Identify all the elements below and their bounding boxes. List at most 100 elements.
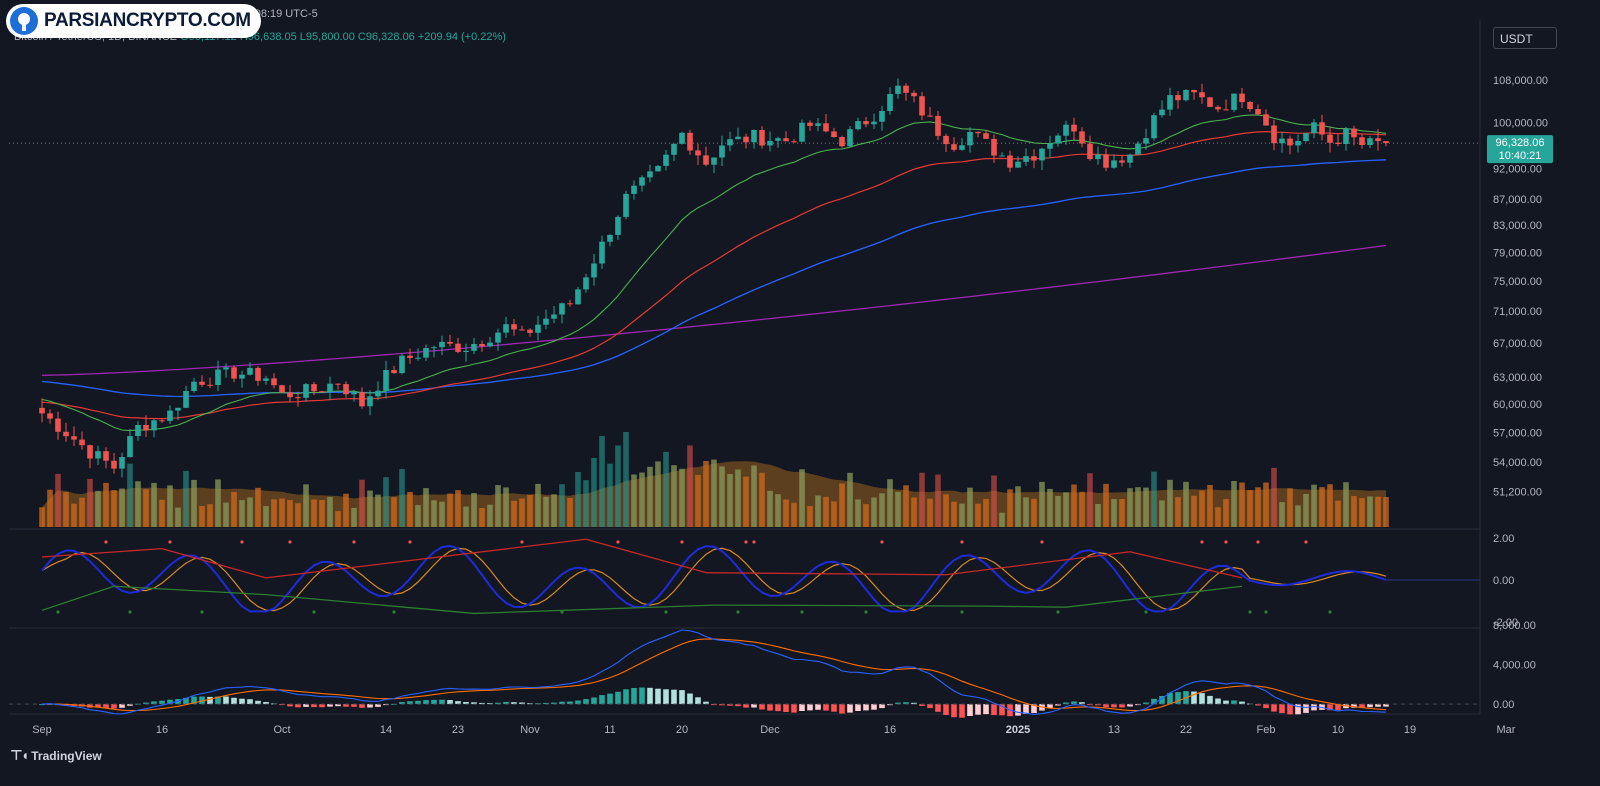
macd-histogram-bar (719, 704, 725, 706)
currency-selector[interactable]: USDT (1493, 27, 1557, 49)
volume-bar (559, 484, 565, 527)
candle-body (383, 370, 389, 391)
macd-histogram-bar (711, 704, 717, 706)
bullish-divergence-line (113, 585, 267, 596)
current-price-tag (1487, 135, 1553, 164)
candle-body (879, 111, 885, 122)
candle-body (463, 350, 469, 352)
volume-bar (95, 490, 101, 527)
macd-histogram-bar (343, 704, 349, 707)
time-tick-label: Sep (32, 724, 52, 736)
macd-histogram-bar (1095, 704, 1101, 706)
bearish-divergence-line (161, 548, 267, 579)
tradingview-brand[interactable]: ⊤◖ TradingView (10, 747, 102, 764)
macd-histogram-bar (335, 704, 341, 707)
price-tick-label: 75,000.00 (1493, 276, 1542, 288)
macd-histogram-bar (751, 704, 757, 708)
volume-bar (1047, 488, 1053, 527)
macd-histogram-bar (703, 701, 709, 705)
candle-body (839, 137, 845, 147)
ema-long-line (41, 159, 1387, 398)
bullish-divergence-line (41, 585, 115, 611)
candle-body (399, 355, 405, 374)
candle-body (1351, 128, 1357, 138)
macd-histogram-bar (831, 704, 837, 712)
macd-histogram-bar (559, 701, 565, 704)
volume-bar (1143, 487, 1149, 527)
candle-body (543, 318, 549, 325)
sell-signal-dot (240, 540, 244, 544)
candle-body (135, 425, 141, 436)
macd-histogram-bar (1143, 702, 1149, 704)
volume-bar (623, 432, 629, 527)
bearish-divergence-line (265, 538, 587, 579)
candle-body (167, 410, 173, 421)
macd-histogram-bar (1239, 701, 1245, 705)
candle-body (1071, 124, 1077, 132)
bearish-divergence-line (585, 538, 707, 574)
candle-body (895, 85, 901, 94)
candle-body (359, 392, 365, 407)
volume-bar (543, 496, 549, 527)
time-tick-label: 10 (1332, 724, 1344, 736)
volume-bar (1247, 490, 1253, 527)
macd-histogram-bar (1335, 704, 1341, 711)
price-tick-label: 63,000.00 (1493, 372, 1542, 384)
candle-body (647, 171, 653, 178)
sell-signal-dot (1040, 540, 1044, 544)
macd-histogram-bar (591, 697, 597, 704)
volume-bar (359, 479, 365, 527)
buy-signal-dot (800, 610, 804, 614)
candle-body (775, 138, 781, 141)
price-tick-label: 79,000.00 (1493, 247, 1542, 259)
time-tick-label: 13 (1108, 724, 1120, 736)
candle-body (623, 193, 629, 217)
volume-bar (143, 489, 149, 527)
volume-bar (823, 496, 829, 527)
macd-histogram-bar (1327, 704, 1333, 711)
volume-bar (727, 474, 733, 527)
price-tick-label: 57,000.00 (1493, 427, 1542, 439)
candle-body (719, 145, 725, 158)
buy-signal-dot (200, 610, 204, 614)
candle-body (207, 384, 213, 386)
candle-body (799, 122, 805, 142)
buy-signal-dot (664, 610, 668, 614)
volume-bar (1167, 479, 1173, 527)
candle-body (1287, 138, 1293, 146)
candle-body (1167, 95, 1173, 110)
candle-body (1023, 156, 1029, 162)
macd-histogram-bar (431, 699, 437, 704)
candle-body (495, 332, 501, 343)
macd-histogram-bar (167, 699, 173, 705)
volume-bar (511, 500, 517, 527)
sell-signal-dot (752, 540, 756, 544)
volume-bar (847, 472, 853, 527)
volume-bar (583, 480, 589, 527)
volume-bar (575, 472, 581, 527)
candle-body (63, 431, 69, 437)
volume-bar (591, 457, 597, 527)
volume-bar (487, 504, 493, 527)
buy-signal-dot (1328, 610, 1332, 614)
macd-histogram-bar (791, 704, 797, 713)
candle-body (551, 314, 557, 319)
bearish-divergence-line (945, 551, 1131, 576)
bearish-divergence-line (1129, 551, 1243, 579)
volume-bar (1055, 496, 1061, 527)
volume-bar (1319, 487, 1325, 527)
sell-signal-dot (880, 540, 884, 544)
candle-body (783, 138, 789, 142)
volume-bar (383, 477, 389, 527)
time-tick-label: 23 (452, 724, 464, 736)
candle-body (415, 357, 421, 359)
macd-histogram-bar (103, 704, 109, 708)
candle-body (919, 96, 925, 116)
volume-bar (783, 499, 789, 527)
volume-bar (103, 482, 109, 527)
time-tick-label: 16 (156, 724, 168, 736)
macd-histogram-bar (743, 704, 749, 708)
volume-bar (1287, 488, 1293, 527)
volume-bar (311, 499, 317, 527)
